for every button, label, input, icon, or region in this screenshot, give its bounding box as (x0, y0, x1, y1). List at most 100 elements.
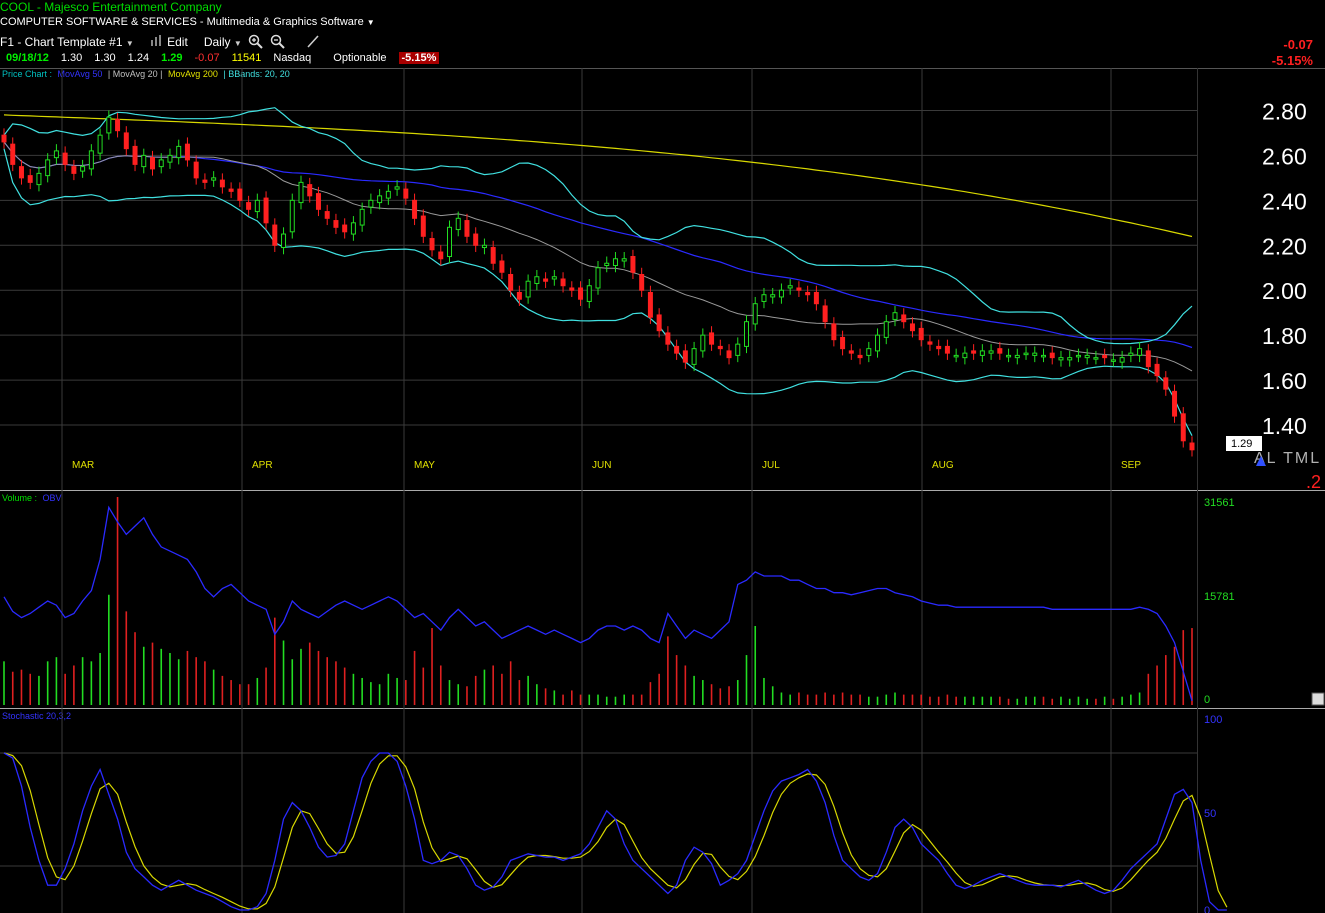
candle-body (892, 312, 898, 320)
template-selector[interactable]: F1 - Chart Template #1 ▼ (0, 35, 134, 49)
candle-body (682, 350, 688, 363)
volume-axis: 31561 15781 0 (1204, 497, 1235, 706)
candle-body (595, 267, 601, 289)
candle-body (848, 350, 854, 354)
candle-body (813, 291, 819, 305)
candle-body (123, 132, 129, 150)
candle-body (272, 224, 278, 246)
candle-body (612, 258, 618, 267)
candle-body (665, 332, 671, 345)
stoch-k-line (3, 752, 1227, 911)
up-arrow-icon (1256, 456, 1266, 466)
candle-body (787, 285, 793, 289)
volume-bars (3, 497, 1193, 705)
month-axis: MAR APR MAY JUN JUL AUG SEP (72, 460, 1141, 471)
candle-body (979, 350, 985, 356)
chart-toolbar: F1 - Chart Template #1 ▼ Edit Daily ▼ (0, 34, 322, 49)
candle-body (621, 258, 627, 262)
candle-body (997, 348, 1003, 354)
movavg-50-line (3, 141, 1193, 349)
candle-body (1110, 359, 1116, 362)
stoch-tick-label: 100 (1204, 714, 1222, 726)
candle-body (176, 145, 182, 159)
candle-body (412, 199, 418, 219)
candle-body (464, 220, 470, 237)
candle-body (1023, 352, 1029, 356)
candle-body (656, 314, 662, 332)
candle-body (1180, 413, 1186, 442)
candle-body (1172, 390, 1178, 417)
edit-button[interactable]: Edit (150, 34, 188, 49)
candle-body (385, 190, 391, 199)
candle-body (1075, 354, 1081, 358)
pane-scroll-box[interactable] (1311, 692, 1325, 706)
price-tick-label: 2.40 (1262, 188, 1307, 214)
zoom-in-icon[interactable] (248, 34, 264, 49)
price-tick-label: 2.20 (1262, 233, 1307, 259)
draw-tool-icon[interactable] (300, 34, 322, 49)
month-label: MAR (72, 460, 94, 471)
candle-body (202, 179, 208, 183)
candle-body (971, 350, 977, 354)
candle-body (560, 278, 566, 287)
zoom-out-icon[interactable] (270, 34, 286, 49)
candle-body (909, 323, 915, 332)
candle-body (106, 116, 112, 134)
stoch-axis: 100 50 0 (1204, 714, 1222, 913)
period-selector[interactable]: Daily ▼ (204, 35, 242, 49)
candle-body (508, 273, 514, 291)
right-pct-change: -5.15% (1271, 53, 1313, 68)
candle-body (377, 195, 383, 204)
candle-body (551, 276, 557, 280)
volume-tick-label: 31561 (1204, 497, 1235, 509)
price-tick-label: 2.80 (1262, 98, 1307, 124)
edit-label: Edit (167, 34, 188, 49)
legend-obv: OBV (43, 493, 62, 503)
candle-body (211, 177, 217, 181)
candle-body (455, 217, 461, 231)
bband-upper-line (3, 107, 1193, 345)
candle-body (438, 251, 444, 260)
candle-body (866, 348, 872, 356)
stoch-tick-label: 0 (1204, 905, 1210, 913)
candle-body (516, 291, 522, 300)
legend-movavg-50: MovAvg 50 (58, 69, 103, 79)
candle-body (569, 287, 575, 291)
candle-body (717, 345, 723, 350)
candle-body (132, 145, 138, 165)
quote-low: 1.24 (127, 52, 150, 64)
candle-body (630, 256, 636, 273)
candle-body (875, 334, 881, 352)
ticker-title: COOL - Majesco Entertainment Company (0, 0, 222, 14)
candle-body (525, 280, 531, 298)
candle-body (490, 247, 496, 264)
candle-body (901, 314, 907, 323)
candle-body (115, 118, 121, 132)
candle-body (53, 150, 59, 159)
quote-open: 1.30 (60, 52, 83, 64)
candle-body (805, 291, 811, 296)
candle-body (927, 341, 933, 345)
candle-body (1119, 357, 1125, 363)
price-axis: 2.80 2.60 2.40 2.20 2.00 1.80 1.60 1.40 (1262, 98, 1307, 439)
industry-label: COMPUTER SOFTWARE & SERVICES - Multimedi… (0, 16, 364, 28)
candle-body (744, 321, 749, 347)
candle-body (315, 193, 321, 210)
volume-legend: Volume : OBV (2, 493, 62, 503)
movavg-200-line (3, 114, 1193, 238)
optionable-label: Optionable (333, 52, 387, 64)
industry-selector[interactable]: COMPUTER SOFTWARE & SERVICES - Multimedi… (0, 16, 375, 28)
candle-body (368, 199, 374, 208)
candle-body (184, 143, 190, 161)
candle-body (1, 134, 7, 143)
candle-body (481, 244, 487, 249)
candle-body (263, 197, 269, 224)
month-label: JUL (762, 460, 780, 471)
candle-body (1058, 357, 1064, 361)
candle-body (324, 211, 330, 219)
quote-volume: 11541 (231, 52, 262, 64)
candle-body (674, 345, 680, 354)
quote-high: 1.30 (94, 52, 116, 64)
candle-body (1067, 357, 1073, 361)
